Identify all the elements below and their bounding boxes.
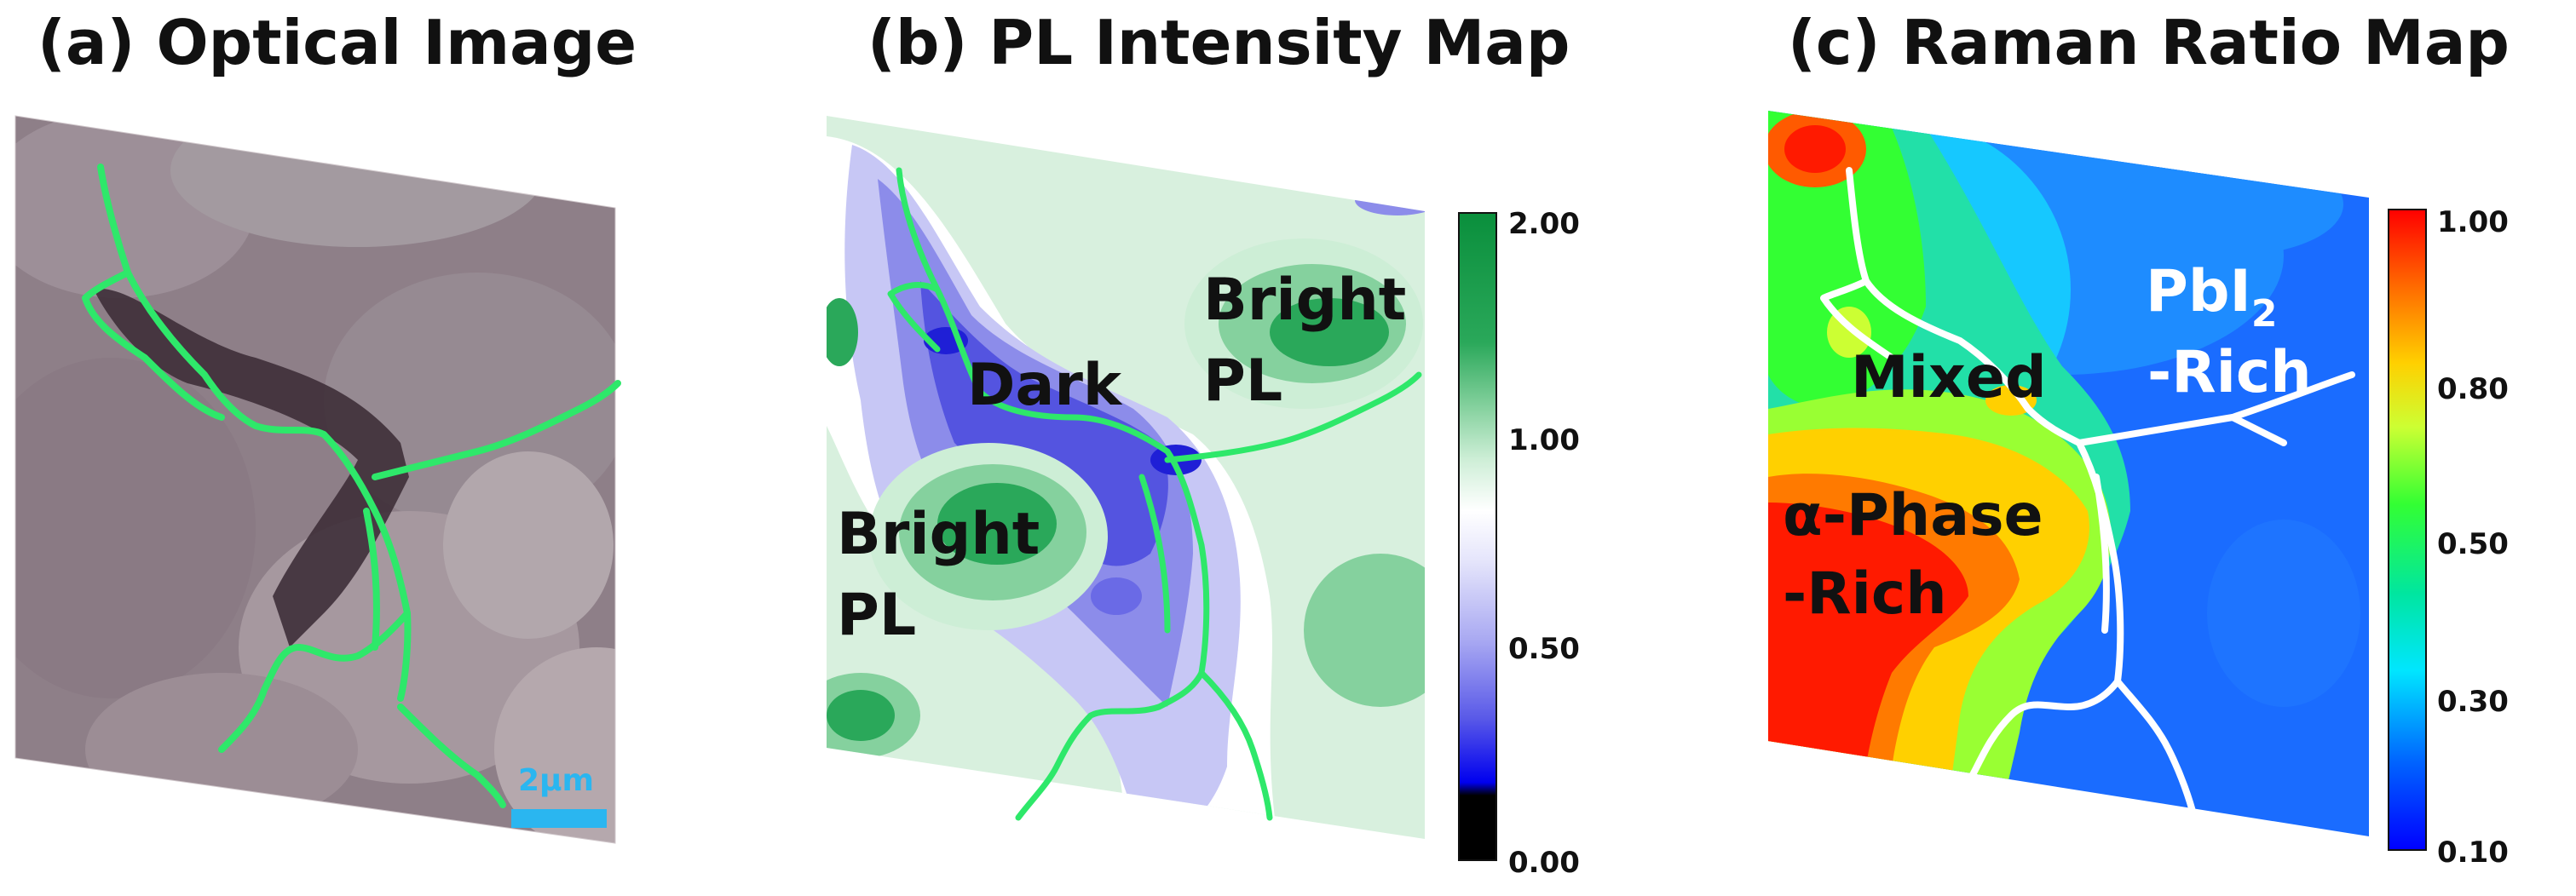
- pbi2-subscript: 2: [2251, 292, 2278, 336]
- grain-boundary-lines-c: [1820, 167, 2355, 821]
- raman-colorbar: [2388, 209, 2427, 851]
- raman-region-pbi2-rich: -Rich: [2147, 339, 2312, 406]
- panel-a-title: (a) Optical Image: [37, 7, 637, 78]
- optical-image: [15, 116, 615, 843]
- raman-region-pbi2-label: PbI2: [2146, 258, 2277, 336]
- grain-boundary-lines-b: [887, 167, 1422, 821]
- pl-region-dark: Dark: [967, 352, 1123, 419]
- raman-colorbar-tick: 0.30: [2437, 685, 2509, 719]
- panel-b-title: (b) PL Intensity Map: [867, 7, 1570, 78]
- grain-boundary-lines-a: [82, 164, 621, 808]
- raman-ratio-map: [1768, 111, 2369, 836]
- scale-bar-label: 2µm: [518, 763, 594, 798]
- pl-colorbar: [1458, 212, 1497, 861]
- pl-region-bright-label: Bright: [1203, 267, 1406, 334]
- pl-colorbar-tick: 1.00: [1508, 423, 1580, 457]
- pl-intensity-map: [827, 116, 1425, 839]
- raman-region-alpha-phase: α-Phase: [1783, 482, 2043, 549]
- pl-region-pl-label: PL: [1203, 347, 1282, 415]
- raman-colorbar-tick: 0.80: [2437, 372, 2509, 406]
- pl-colorbar-tick: 0.00: [1508, 846, 1580, 880]
- scale-bar: [511, 809, 607, 828]
- pl-region-bright-label: Bright: [837, 501, 1040, 568]
- pl-colorbar-tick: 0.50: [1508, 632, 1580, 666]
- raman-colorbar-tick: 0.10: [2437, 836, 2509, 870]
- panel-c-title: (c) Raman Ratio Map: [1788, 7, 2510, 78]
- pl-colorbar-tick: 2.00: [1508, 207, 1580, 241]
- raman-region-alpha-rich: -Rich: [1783, 560, 1947, 628]
- pl-region-pl-label: PL: [837, 582, 916, 649]
- pbi2-formula-base: PbI: [2146, 258, 2251, 325]
- raman-region-mixed: Mixed: [1851, 344, 2047, 411]
- raman-colorbar-tick: 0.50: [2437, 527, 2509, 561]
- raman-colorbar-tick: 1.00: [2437, 205, 2509, 239]
